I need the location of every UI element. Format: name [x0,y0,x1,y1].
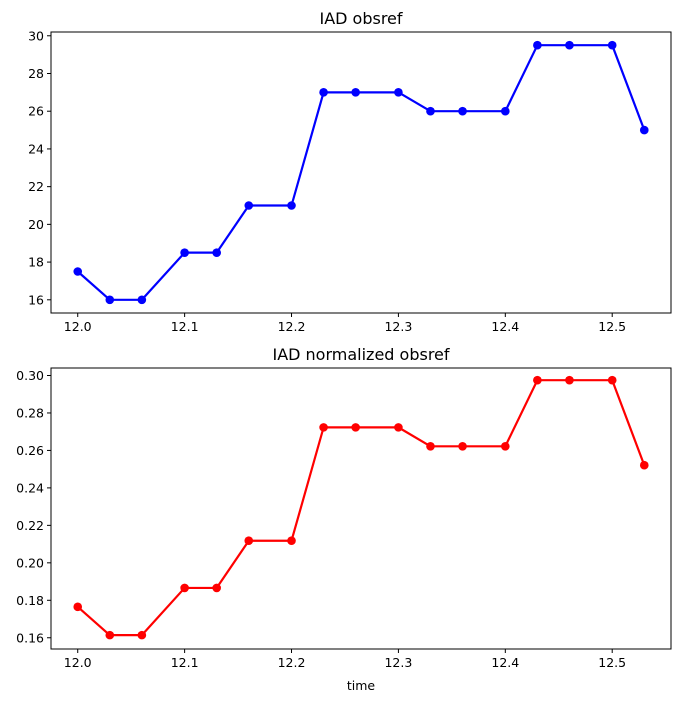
chart1-ytick-label: 26 [28,104,44,119]
chart2-xtick-label: 12.0 [64,655,92,670]
chart2-frame [50,367,672,650]
chart2-point [287,536,296,546]
chart2-point [565,375,574,385]
chart1-ytick-label: 28 [28,66,44,81]
chart2-point [533,375,542,385]
chart2-point [458,442,467,451]
chart1-frame [50,31,672,314]
chart2-point [212,583,221,593]
chart1-point [426,106,435,116]
chart1-point [180,248,189,257]
chart2-ytick-label: 0.18 [16,593,44,608]
chart2-point [180,583,189,593]
chart2-point [607,375,617,385]
chart1-xtick-label: 12.3 [384,319,412,334]
chart1-ytick-label: 18 [28,255,44,270]
chart2-title: IAD normalized obsref [272,345,449,364]
chart2-ytick-label: 0.30 [16,368,44,383]
chart2-point [73,602,83,612]
chart2-ytick-label: 0.26 [16,443,44,458]
chart2-point [244,536,254,546]
chart2-point [137,630,147,640]
chart1-panel: IAD obsref 12.0 12.1 12.2 12.3 12.4 12.5 16 18 20… [28,9,672,334]
chart2-ytick-label: 0.24 [16,480,44,495]
chart2-series-line [76,379,646,637]
chart2-xtick-label: 12.2 [278,655,306,670]
chart1-ytick-label: 20 [28,217,44,232]
chart1-point [351,88,360,97]
chart1-ytick-label: 22 [28,179,44,194]
chart2-point [319,423,328,432]
chart1-point [137,295,147,305]
chart1-xtick-label: 12.2 [278,319,306,334]
chart2-xtick-label: 12.1 [171,655,199,670]
chart1-point [319,88,328,97]
chart1-series-line [76,44,646,301]
chart2-xtick-label: 12.5 [598,655,626,670]
chart1-ytick-label: 30 [28,28,44,43]
chart2-point [426,442,435,451]
chart1-ytick-label: 16 [28,292,44,307]
chart1-xtick-label: 12.4 [491,319,519,334]
chart2-ytick-label: 0.20 [16,555,44,570]
chart1-point [212,248,221,257]
chart1-point [394,88,403,97]
chart1-xtick-label: 12.5 [598,319,626,334]
chart1-point [607,40,617,50]
chart2-xtick-label: 12.3 [384,655,412,670]
chart1-point [287,201,296,210]
chart2-point [105,630,115,640]
chart2-point [501,442,510,451]
chart1-point [565,40,574,50]
chart2-point [394,423,403,432]
chart1-xtick-label: 12.0 [64,319,92,334]
chart1-ytick-label: 24 [28,141,44,156]
chart1-point [244,201,254,210]
chart1-point [458,106,467,116]
chart1-title: IAD obsref [319,9,402,28]
chart1-point [501,106,510,116]
chart2-point [351,423,360,432]
chart2-ytick-label: 0.28 [16,405,44,420]
chart2-xtick-label: 12.4 [491,655,519,670]
chart1-point [73,267,83,276]
chart2-point [639,460,649,470]
chart1-point [105,295,115,305]
chart1-xtick-label: 12.1 [171,319,199,334]
chart2-xlabel: time [347,678,376,693]
chart2-panel: IAD normalized obsref 12.0 12.1 12.2 12.3 12.… [16,345,672,693]
chart1-point [639,125,649,135]
chart2-ytick-label: 0.16 [16,630,44,645]
chart1-point [533,40,542,50]
chart2-ytick-label: 0.22 [16,518,44,533]
